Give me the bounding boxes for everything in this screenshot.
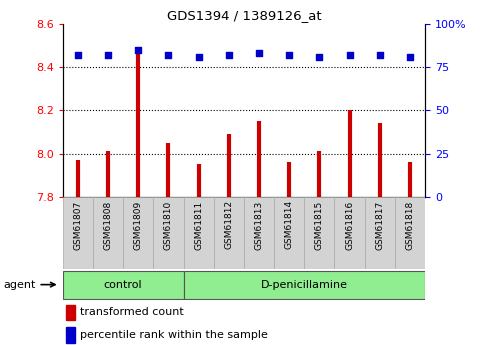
Point [285,52,293,58]
Bar [213,197,244,269]
Point [346,52,354,58]
Point [315,54,323,60]
Text: GSM61811: GSM61811 [194,200,203,249]
Point [104,52,112,58]
Point [406,54,414,60]
Text: GSM61818: GSM61818 [405,200,414,249]
Text: GSM61812: GSM61812 [224,200,233,249]
Text: GSM61813: GSM61813 [255,200,264,249]
Text: D-penicillamine: D-penicillamine [261,280,348,289]
Point [255,51,263,56]
Point [134,47,142,53]
Bar [244,197,274,269]
Bar [274,197,304,269]
Bar [304,197,334,269]
Bar [93,197,123,269]
Point [376,52,384,58]
Text: GSM61814: GSM61814 [284,200,294,249]
Bar [365,197,395,269]
Text: agent: agent [3,280,55,289]
Text: GSM61807: GSM61807 [73,200,83,249]
Bar [184,270,425,298]
Bar [334,197,365,269]
Text: percentile rank within the sample: percentile rank within the sample [80,330,268,340]
Point [195,54,202,60]
Text: control: control [104,280,142,289]
Bar [67,305,75,320]
Text: GSM61808: GSM61808 [103,200,113,249]
Text: GSM61816: GSM61816 [345,200,354,249]
Text: GSM61815: GSM61815 [315,200,324,249]
Title: GDS1394 / 1389126_at: GDS1394 / 1389126_at [167,9,321,22]
Text: GSM61810: GSM61810 [164,200,173,249]
Point [74,52,82,58]
Bar [154,197,184,269]
Text: transformed count: transformed count [80,307,184,317]
Bar [63,270,184,298]
Point [165,52,172,58]
Text: GSM61809: GSM61809 [134,200,143,249]
Bar [63,197,93,269]
Bar [395,197,425,269]
Text: GSM61817: GSM61817 [375,200,384,249]
Bar [67,327,75,343]
Point [225,52,233,58]
Bar [184,197,213,269]
Bar [123,197,154,269]
